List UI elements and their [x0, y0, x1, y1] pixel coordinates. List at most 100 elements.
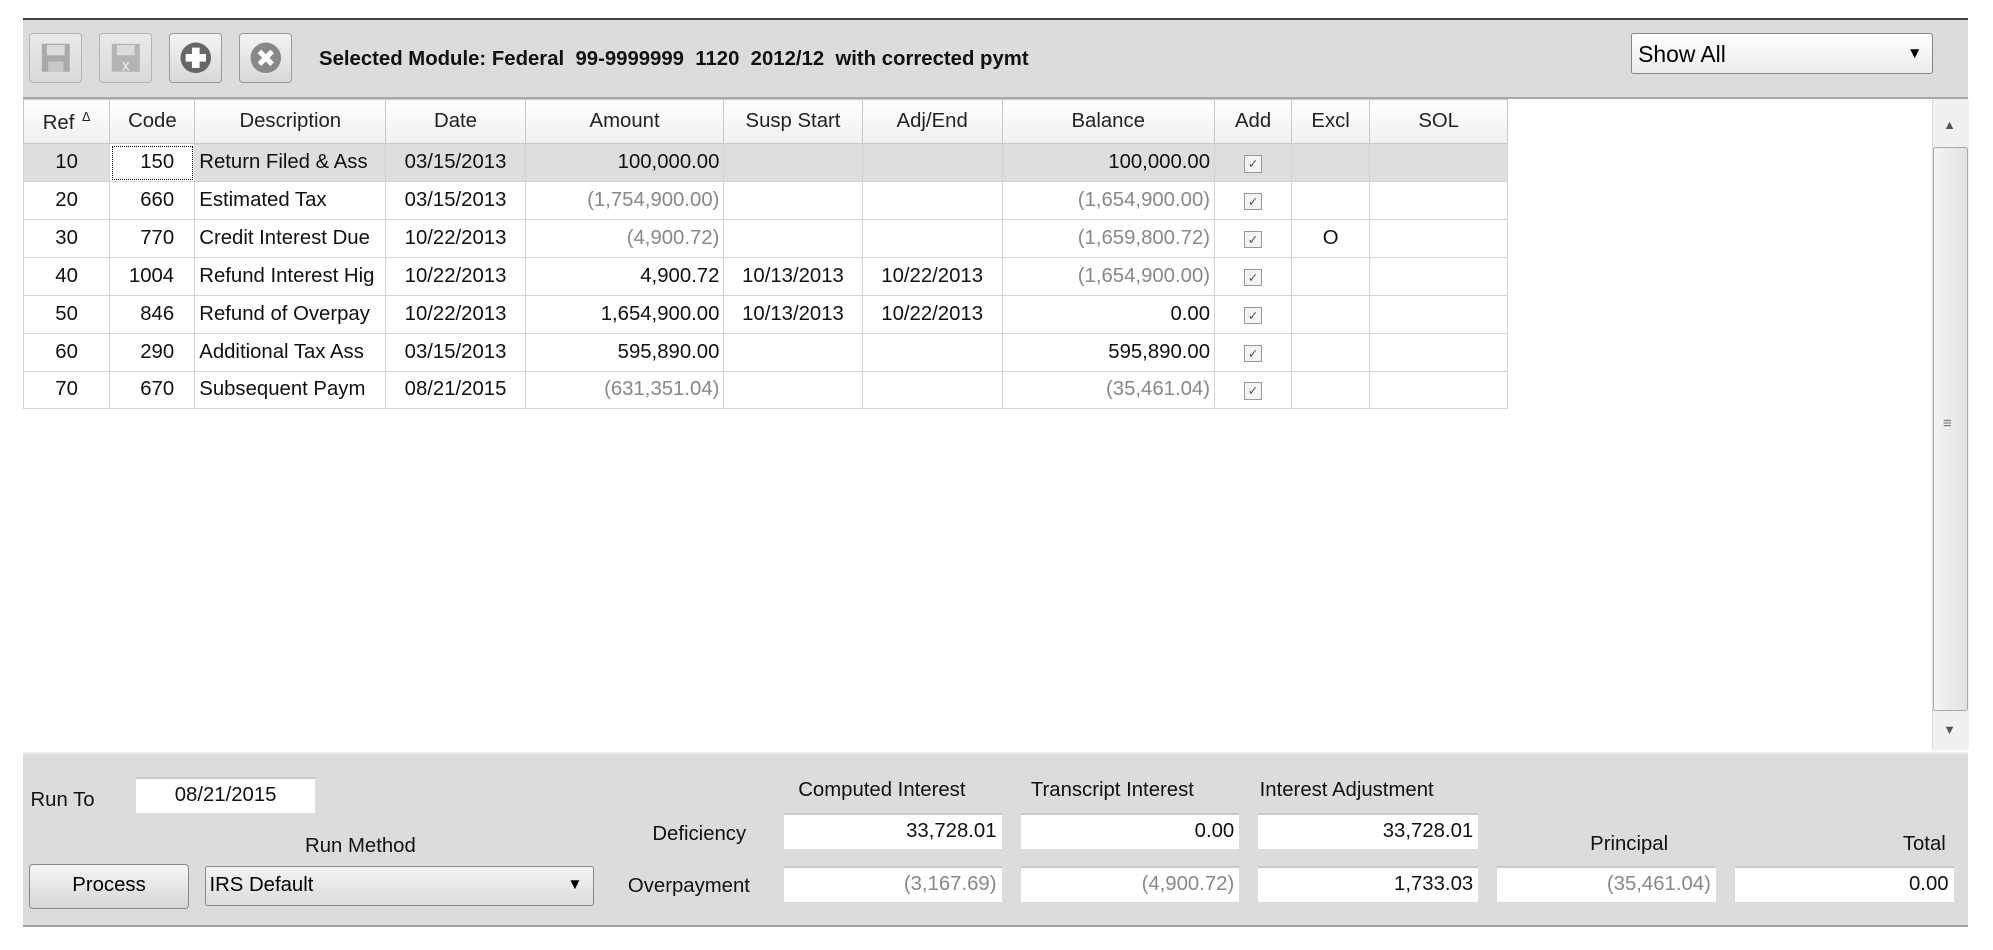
column-header-balance[interactable]: Balance [1001, 99, 1215, 145]
cell-add[interactable]: ✓ [1213, 256, 1293, 296]
cell-code[interactable]: 660 [109, 181, 196, 221]
cell-sol[interactable] [1368, 256, 1509, 296]
cell-balance[interactable]: 595,890.00 [1001, 332, 1215, 372]
cell-sol[interactable] [1368, 181, 1509, 221]
deficiency-computed-field[interactable]: 33,728.01 [784, 812, 1002, 849]
cell-adj-end[interactable]: 10/22/2013 [861, 256, 1003, 296]
cell-adj-end[interactable] [861, 370, 1003, 410]
cell-ref[interactable]: 60 [22, 332, 111, 372]
cell-code[interactable]: 846 [109, 294, 196, 334]
cell-code[interactable]: 670 [109, 370, 196, 410]
cell-sol[interactable] [1368, 294, 1509, 334]
table-row[interactable]: 30 770 Credit Interest Due 10/22/2013 (4,900… [22, 219, 1509, 258]
add-checkbox[interactable]: ✓ [1244, 306, 1262, 324]
scrollbar-thumb[interactable]: ≡ [1933, 147, 1969, 712]
cell-balance[interactable]: (1,659,800.72) [1001, 219, 1215, 258]
column-header-susp-start[interactable]: Susp Start [723, 99, 863, 145]
cell-balance[interactable]: 100,000.00 [1001, 143, 1215, 183]
cell-amount[interactable]: (1,754,900.00) [524, 181, 725, 221]
column-header-adj-end[interactable]: Adj/End [861, 99, 1003, 145]
cell-balance[interactable]: (1,654,900.00) [1001, 256, 1215, 296]
cell-ref[interactable]: 20 [22, 181, 111, 221]
cell-description[interactable]: Estimated Tax [194, 181, 387, 221]
cell-excl[interactable] [1291, 143, 1370, 183]
cell-add[interactable]: ✓ [1213, 332, 1293, 372]
cell-adj-end[interactable] [861, 332, 1003, 372]
cell-add[interactable]: ✓ [1213, 181, 1293, 221]
cell-description[interactable]: Subsequent Paym [194, 370, 387, 410]
cell-susp-start[interactable] [723, 143, 863, 183]
cell-add[interactable]: ✓ [1213, 370, 1293, 410]
cell-description[interactable]: Return Filed & Ass [194, 143, 387, 183]
column-header-ref[interactable]: Ref Δ [22, 99, 111, 145]
cell-amount[interactable]: (4,900.72) [524, 219, 725, 258]
cell-date[interactable]: 10/22/2013 [385, 294, 526, 334]
column-header-description[interactable]: Description [194, 99, 387, 145]
cell-excl[interactable]: O [1291, 219, 1370, 258]
cell-susp-start[interactable] [723, 181, 863, 221]
scroll-up-icon[interactable]: ▲ [1943, 116, 1956, 132]
column-header-excl[interactable]: Excl [1291, 99, 1370, 145]
cell-susp-start[interactable]: 10/13/2013 [723, 294, 863, 334]
cell-ref[interactable]: 30 [22, 219, 111, 258]
cell-adj-end[interactable] [861, 181, 1003, 221]
cell-excl[interactable] [1291, 332, 1370, 372]
cell-excl[interactable] [1291, 181, 1370, 221]
cell-add[interactable]: ✓ [1213, 294, 1293, 334]
cell-balance[interactable]: (1,654,900.00) [1001, 181, 1215, 221]
column-header-sol[interactable]: SOL [1368, 99, 1509, 145]
column-header-amount[interactable]: Amount [524, 99, 725, 145]
table-row[interactable]: 20 660 Estimated Tax 03/15/2013 (1,754,900.0… [22, 181, 1509, 221]
cell-description[interactable]: Refund Interest Hig [194, 256, 387, 296]
cell-balance[interactable]: 0.00 [1001, 294, 1215, 334]
cell-susp-start[interactable] [723, 332, 863, 372]
cell-sol[interactable] [1368, 143, 1509, 183]
cell-date[interactable]: 08/21/2015 [385, 370, 526, 410]
cell-date[interactable]: 03/15/2013 [385, 181, 526, 221]
principal-field[interactable]: (35,461.04) [1497, 866, 1716, 902]
overpayment-transcript-field[interactable]: (4,900.72) [1020, 866, 1240, 902]
cell-excl[interactable] [1291, 294, 1370, 334]
deficiency-transcript-field[interactable]: 0.00 [1020, 812, 1240, 849]
column-header-date[interactable]: Date [385, 99, 526, 145]
cell-susp-start[interactable] [723, 370, 863, 410]
cell-ref[interactable]: 40 [22, 256, 111, 296]
delete-save-button[interactable]: x [99, 33, 152, 84]
cell-amount[interactable]: 100,000.00 [524, 143, 725, 183]
cell-date[interactable]: 10/22/2013 [385, 256, 526, 296]
cell-balance[interactable]: (35,461.04) [1001, 370, 1215, 410]
cell-adj-end[interactable] [861, 219, 1003, 258]
scroll-down-icon[interactable]: ▼ [1943, 721, 1956, 737]
cell-code[interactable]: 770 [109, 219, 196, 258]
add-checkbox[interactable]: ✓ [1244, 193, 1262, 211]
cancel-button[interactable] [238, 33, 292, 84]
table-row[interactable]: 60 290 Additional Tax Ass 03/15/2013 595,890… [22, 332, 1509, 372]
run-method-select[interactable]: IRS Default ▼ [204, 866, 594, 906]
cell-description[interactable]: Refund of Overpay [194, 294, 387, 334]
cell-adj-end[interactable]: 10/22/2013 [861, 294, 1003, 334]
cell-amount[interactable]: 1,654,900.00 [524, 294, 725, 334]
overpayment-adjustment-field[interactable]: 1,733.03 [1258, 866, 1479, 902]
deficiency-adjustment-field[interactable]: 33,728.01 [1258, 812, 1479, 849]
add-checkbox[interactable]: ✓ [1244, 344, 1262, 362]
cell-date[interactable]: 03/15/2013 [385, 332, 526, 372]
vertical-scrollbar[interactable]: ▲ ≡ ▼ [1932, 99, 1969, 750]
cell-sol[interactable] [1368, 219, 1509, 258]
add-checkbox[interactable]: ✓ [1244, 230, 1262, 249]
column-header-add[interactable]: Add [1213, 99, 1293, 145]
cell-date[interactable]: 03/15/2013 [385, 143, 526, 183]
total-field[interactable]: 0.00 [1735, 866, 1954, 902]
cell-amount[interactable]: (631,351.04) [524, 370, 725, 410]
run-to-input[interactable]: 08/21/2015 [136, 777, 316, 813]
cell-ref[interactable]: 50 [22, 294, 111, 334]
table-row[interactable]: 10 150 Return Filed & Ass 03/15/2013 100,000… [22, 143, 1509, 183]
add-checkbox[interactable]: ✓ [1244, 155, 1262, 173]
cell-amount[interactable]: 4,900.72 [524, 256, 725, 296]
cell-amount[interactable]: 595,890.00 [524, 332, 725, 372]
cell-description[interactable]: Credit Interest Due [194, 219, 387, 258]
cell-sol[interactable] [1368, 370, 1509, 410]
cell-add[interactable]: ✓ [1213, 143, 1293, 183]
add-checkbox[interactable]: ✓ [1244, 268, 1262, 287]
table-row[interactable]: 40 1004 Refund Interest Hig 10/22/2013 4,900… [22, 256, 1509, 296]
add-checkbox[interactable]: ✓ [1244, 382, 1262, 400]
